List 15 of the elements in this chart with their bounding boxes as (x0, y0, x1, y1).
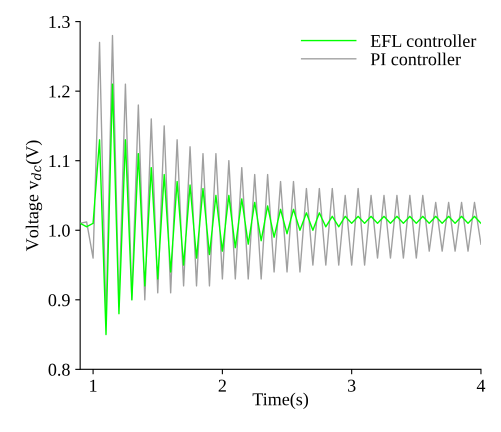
y-tick-label: 1.3 (49, 16, 70, 28)
y-tick-label: 1.0 (49, 224, 70, 237)
y-tick-label: 1.1 (49, 155, 70, 168)
y-axis-title: Voltage v$_{dc}$(V) (26, 140, 42, 252)
x-tick-label: 2 (218, 380, 226, 392)
x-tick-label: 3 (348, 380, 356, 392)
y-tick-label: 0.8 (48, 364, 70, 376)
legend-label: EFL controller (370, 34, 476, 48)
x-tick-label: 1 (90, 380, 97, 392)
x-axis-title: Time(s) (252, 392, 308, 410)
x-tick-label: 4 (476, 380, 486, 392)
legend-label: PI controller (370, 52, 461, 66)
y-tick-label: 0.9 (48, 294, 70, 306)
line-series (80, 84, 481, 336)
y-tick-label: 1.2 (49, 85, 70, 98)
